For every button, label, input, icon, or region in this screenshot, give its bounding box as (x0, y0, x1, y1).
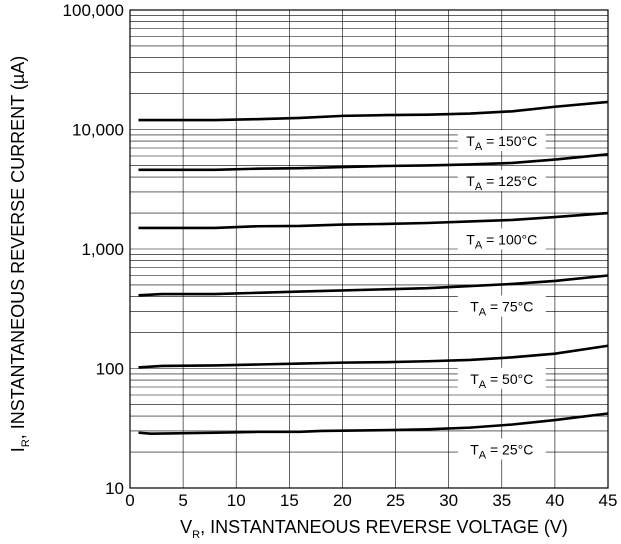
series-label-box (457, 130, 546, 152)
series-label-prefix: T (470, 371, 479, 387)
series-line-3 (138, 274, 609, 297)
x-tick-label: 25 (386, 491, 405, 510)
series-label-rest: = 125°C (482, 173, 537, 189)
series-label-prefix: T (470, 299, 479, 315)
series-label-1: TA = 125°C (466, 173, 537, 193)
y-tick-label: 100,000 (63, 1, 124, 20)
series-label-box (457, 228, 546, 250)
series-label-rest: = 150°C (482, 133, 537, 149)
series-label-sub: A (475, 141, 483, 153)
series-label-2: TA = 100°C (466, 232, 537, 252)
x-tick-label: 35 (492, 491, 511, 510)
series-label-rest: = 75°C (486, 299, 533, 315)
x-tick-label: 30 (439, 491, 458, 510)
y-tick-label: 100 (96, 360, 124, 379)
series-label-prefix: T (466, 232, 475, 248)
y-axis-title-main: I (8, 447, 28, 452)
series-label-sub: A (479, 307, 487, 319)
series-lines (138, 100, 609, 435)
series-label-box (457, 295, 546, 317)
y-tick-label: 10 (105, 479, 124, 498)
x-tick-label: 10 (227, 491, 246, 510)
x-axis-title-rest: , INSTANTANEOUS REVERSE VOLTAGE (V) (200, 517, 568, 537)
series-label-sub: A (479, 379, 487, 391)
plot-frame (129, 9, 609, 489)
series-labels: TA = 150°CTA = 125°CTA = 100°CTA = 75°CT… (457, 130, 546, 461)
series-label-prefix: T (470, 441, 479, 457)
series-label-rest: = 100°C (482, 232, 537, 248)
series-label-box (457, 170, 546, 192)
series-line-5 (138, 412, 609, 435)
y-axis-title-rest: , INSTANTANEOUS REVERSE CURRENT (µA) (8, 56, 28, 439)
x-tick-label: 5 (178, 491, 187, 510)
series-label-box (457, 367, 546, 389)
y-axis-title-sub: R (20, 439, 32, 447)
series-label-sub: A (479, 449, 487, 461)
series-label-prefix: T (466, 133, 475, 149)
series-line-1 (138, 153, 609, 172)
series-label-5: TA = 25°C (470, 441, 533, 461)
series-label-0: TA = 150°C (466, 133, 537, 153)
series-label-3: TA = 75°C (470, 299, 533, 319)
x-tick-label: 0 (125, 491, 134, 510)
series-line-4 (138, 344, 609, 369)
x-tick-label: 40 (545, 491, 564, 510)
y-tick-label: 1,000 (81, 240, 124, 259)
y-axis-title: IR, INSTANTANEOUS REVERSE CURRENT (µA) (8, 56, 32, 452)
series-label-prefix: T (466, 173, 475, 189)
series-label-sub: A (475, 240, 483, 252)
x-tick-labels: 0 5 10 15 20 25 30 35 40 45 (125, 491, 617, 510)
x-axis-title-sub: R (192, 529, 200, 541)
y-tick-label: 10,000 (72, 121, 124, 140)
series-line-0 (138, 100, 609, 122)
series-line-2 (138, 211, 609, 230)
x-tick-label: 20 (333, 491, 352, 510)
x-axis-title-main: V (180, 517, 192, 537)
series-label-box (457, 438, 546, 460)
x-tick-label: 45 (599, 491, 618, 510)
series-label-rest: = 50°C (486, 371, 533, 387)
x-axis-title: VR, INSTANTANEOUS REVERSE VOLTAGE (V) (180, 517, 568, 541)
y-tick-labels: 10 100 1,000 10,000 100,000 (63, 1, 124, 498)
x-tick-label: 15 (280, 491, 299, 510)
series-label-4: TA = 50°C (470, 371, 533, 391)
series-label-sub: A (475, 181, 483, 193)
series-label-rest: = 25°C (486, 441, 533, 457)
